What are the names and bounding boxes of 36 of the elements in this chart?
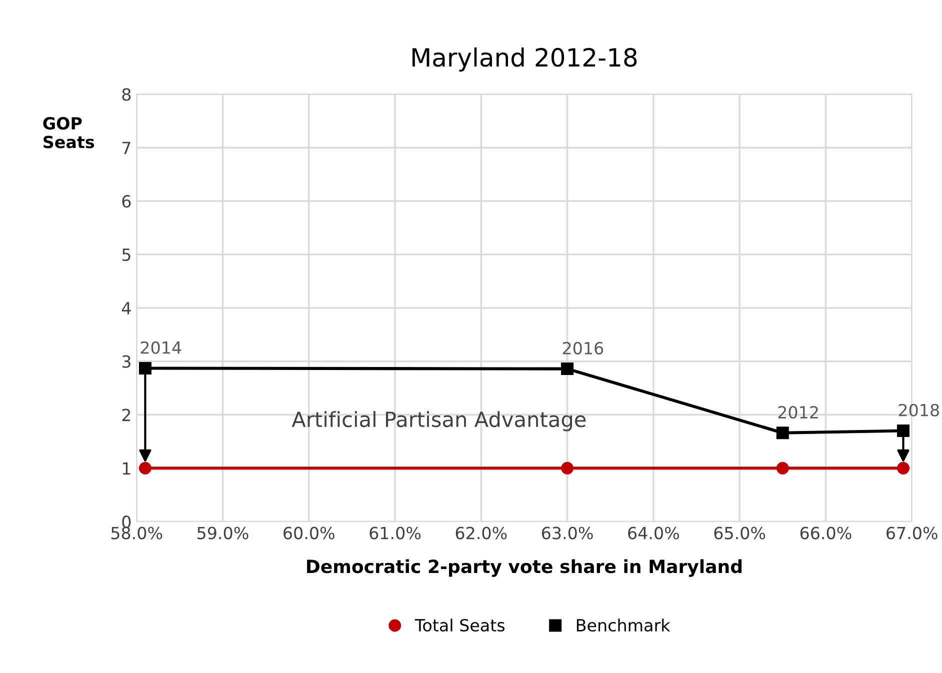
x-tick-label: 64.0% xyxy=(628,526,679,540)
x-tick-label: 67.0% xyxy=(886,526,938,540)
x-tick-label: 59.0% xyxy=(198,526,248,540)
y-axis-title: GOP Seats xyxy=(43,117,94,148)
y-tick-label: 2 xyxy=(122,408,130,422)
x-tick-label: 58.0% xyxy=(111,526,162,540)
point xyxy=(896,424,910,438)
annotation: 2016 xyxy=(562,342,604,354)
x-tick-label: 62.0% xyxy=(456,526,507,540)
x-tick-label: 65.0% xyxy=(714,526,766,540)
y-tick-label: 7 xyxy=(122,142,130,154)
point xyxy=(561,362,574,376)
y-tick-label: 1 xyxy=(122,462,130,474)
point xyxy=(138,462,152,474)
point xyxy=(561,462,574,474)
y-tick-label: 4 xyxy=(122,302,131,314)
y-tick-label: 6 xyxy=(122,195,131,208)
point xyxy=(776,462,789,474)
legend-label: Benchmark xyxy=(576,618,670,632)
point xyxy=(776,426,789,440)
x-axis-title: Democratic 2-party vote share in Maryland xyxy=(307,559,742,577)
x-tick-label: 60.0% xyxy=(284,526,334,540)
annotation: 2014 xyxy=(140,341,182,354)
annotation: Artificial Partisan Advantage xyxy=(292,411,586,432)
x-tick-label: 66.0% xyxy=(800,526,852,540)
x-tick-label: 61.0% xyxy=(370,526,421,540)
y-tick-label: 5 xyxy=(122,248,130,262)
point xyxy=(138,362,152,375)
legend-label: Total Seats xyxy=(414,618,505,632)
y-tick-label: 3 xyxy=(122,355,130,368)
annotation: 2018 xyxy=(898,404,939,416)
x-tick-label: 63.0% xyxy=(542,526,593,540)
point xyxy=(896,462,910,474)
chart-title: Maryland 2012-18 xyxy=(412,47,637,72)
y-tick-label: 8 xyxy=(122,88,131,101)
annotation: 2012 xyxy=(778,406,818,419)
